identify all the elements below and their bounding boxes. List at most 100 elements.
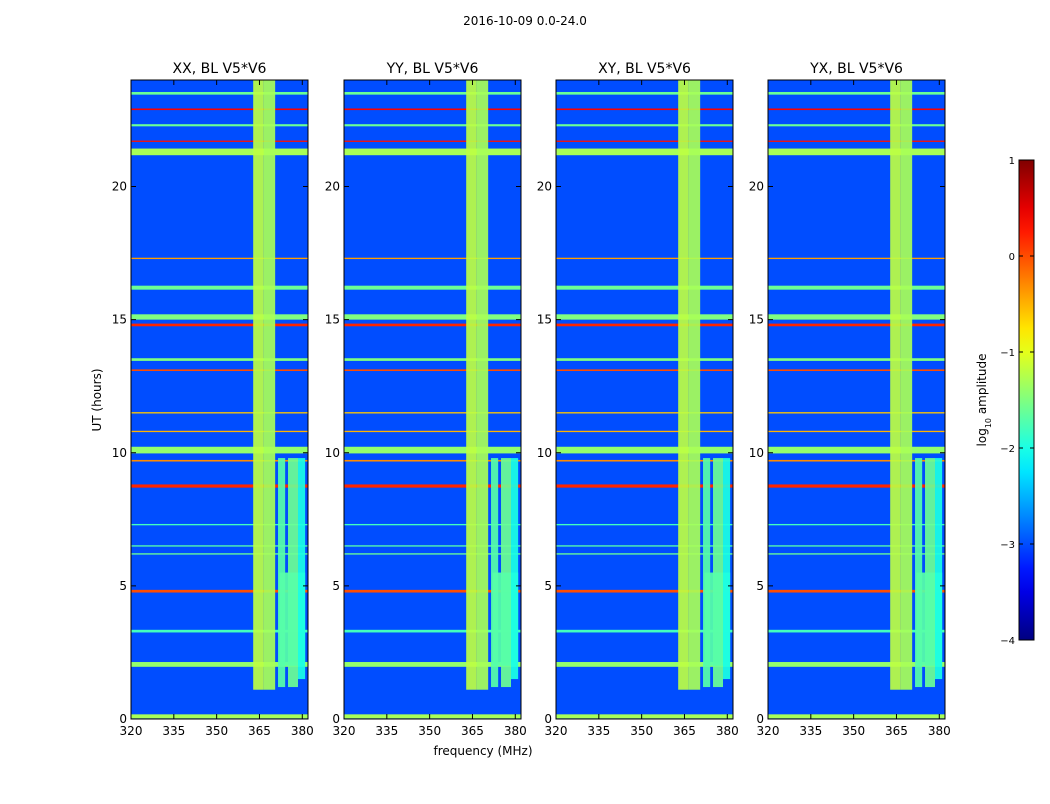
panel-frame: [343, 79, 522, 720]
rfi-frequency-band-6: [935, 458, 943, 680]
rfi-time-band-16: [768, 314, 945, 320]
rfi-time-band-10: [344, 446, 521, 454]
rfi-time-band-6: [344, 545, 521, 547]
rfi-time-band-9: [556, 459, 733, 462]
rfi-time-band-2: [768, 662, 945, 667]
y-tick-label: 10: [749, 446, 764, 460]
rfi-time-band-8: [556, 484, 733, 488]
rfi-time-band-14: [768, 358, 945, 361]
rfi-time-band-14: [131, 358, 308, 361]
x-tick-label: 335: [375, 724, 398, 738]
rfi-frequency-band-6: [511, 458, 519, 680]
x-tick-label: 335: [587, 724, 610, 738]
x-tick-label: 380: [291, 724, 314, 738]
colorbar-label-subscript: 10: [984, 418, 993, 428]
rfi-time-band-6: [131, 545, 308, 547]
colorbar-label-suffix: amplitude: [975, 354, 989, 418]
rfi-time-band-6: [768, 545, 945, 547]
y-tick-label: 10: [537, 446, 552, 460]
y-tick-label: 15: [112, 313, 127, 327]
x-tick-label: 380: [716, 724, 739, 738]
y-tick-label: 20: [325, 180, 340, 194]
rfi-time-band-11: [344, 430, 521, 433]
x-tick-label: 365: [461, 724, 484, 738]
rfi-time-band-20: [344, 140, 521, 142]
rfi-time-band-10: [556, 446, 733, 454]
colorbar-tick-label: −1: [1000, 348, 1015, 359]
rfi-time-band-7: [131, 523, 308, 526]
rfi-time-band-13: [344, 369, 521, 372]
rfi-time-band-15: [556, 323, 733, 327]
colorbar-gradient: [1018, 159, 1035, 641]
x-axis-label: frequency (MHz): [433, 744, 532, 758]
colorbar-label: log10 amplitude: [975, 354, 993, 447]
x-tick-label: 350: [205, 724, 228, 738]
rfi-time-band-23: [768, 91, 945, 95]
rfi-time-band-9: [768, 459, 945, 462]
rfi-time-band-3: [556, 629, 733, 633]
rfi-time-band-20: [556, 140, 733, 142]
rfi-time-band-8: [768, 484, 945, 488]
rfi-time-band-1: [556, 714, 733, 719]
rfi-frequency-band-2: [900, 80, 913, 690]
y-tick-label: 5: [332, 579, 340, 593]
rfi-time-band-18: [344, 257, 521, 260]
y-tick-label: 20: [112, 180, 127, 194]
rfi-time-band-14: [556, 358, 733, 361]
rfi-time-band-21: [344, 124, 521, 127]
rfi-time-band-17: [556, 285, 733, 290]
x-tick-label: 365: [248, 724, 271, 738]
panel-title: XX, BL V5*V6: [173, 61, 267, 77]
rfi-time-band-22: [556, 108, 733, 111]
rfi-time-band-2: [344, 662, 521, 667]
rfi-time-band-21: [768, 124, 945, 127]
y-tick-label: 0: [544, 712, 552, 726]
colorbar-tick-label: −4: [1000, 636, 1015, 647]
rfi-time-band-12: [768, 412, 945, 414]
rfi-time-band-11: [556, 430, 733, 433]
y-tick-label: 0: [119, 712, 127, 726]
rfi-time-band-18: [556, 257, 733, 260]
rfi-time-band-17: [131, 285, 308, 290]
x-tick-label: 320: [120, 724, 143, 738]
rfi-time-band-19: [556, 148, 733, 156]
rfi-time-band-19: [344, 148, 521, 156]
panel-4-image: [768, 80, 945, 719]
y-tick-label: 5: [756, 579, 764, 593]
figure-suptitle: 2016-10-09 0.0-24.0: [463, 14, 587, 28]
rfi-frequency-band-1: [890, 80, 901, 690]
y-tick-label: 15: [325, 313, 340, 327]
panel-title: YY, BL V5*V6: [386, 61, 479, 77]
rfi-time-band-5: [131, 553, 308, 555]
rfi-time-band-18: [768, 257, 945, 260]
rfi-frequency-band-1: [253, 80, 264, 690]
x-tick-label: 365: [885, 724, 908, 738]
y-axis-label: UT (hours): [90, 368, 104, 431]
x-tick-label: 350: [842, 724, 865, 738]
panel-frame: [555, 79, 734, 720]
colorbar-tick-label: 1: [1009, 156, 1015, 167]
rfi-time-band-3: [131, 629, 308, 633]
x-tick-label: 320: [757, 724, 780, 738]
panel-3-image: [556, 80, 733, 719]
rfi-time-band-16: [344, 314, 521, 320]
panel-2-image: [344, 80, 521, 719]
rfi-time-band-22: [344, 108, 521, 111]
rfi-time-band-14: [344, 358, 521, 361]
rfi-time-band-9: [344, 459, 521, 462]
rfi-time-band-1: [344, 714, 521, 719]
colorbar-tick-label: −2: [1000, 444, 1015, 455]
y-tick-label: 15: [749, 313, 764, 327]
y-tick-label: 20: [537, 180, 552, 194]
panel-3: XY, BL V5*V6 320 335 350 365 380 0 5 10 15 20: [537, 61, 739, 738]
x-tick-label: 380: [504, 724, 527, 738]
rfi-time-band-13: [556, 369, 733, 372]
rfi-time-band-20: [768, 140, 945, 142]
rfi-time-band-3: [344, 629, 521, 633]
rfi-time-band-8: [344, 484, 521, 488]
rfi-time-band-5: [344, 553, 521, 555]
rfi-time-band-20: [131, 140, 308, 142]
y-tick-label: 10: [325, 446, 340, 460]
x-tick-label: 350: [630, 724, 653, 738]
